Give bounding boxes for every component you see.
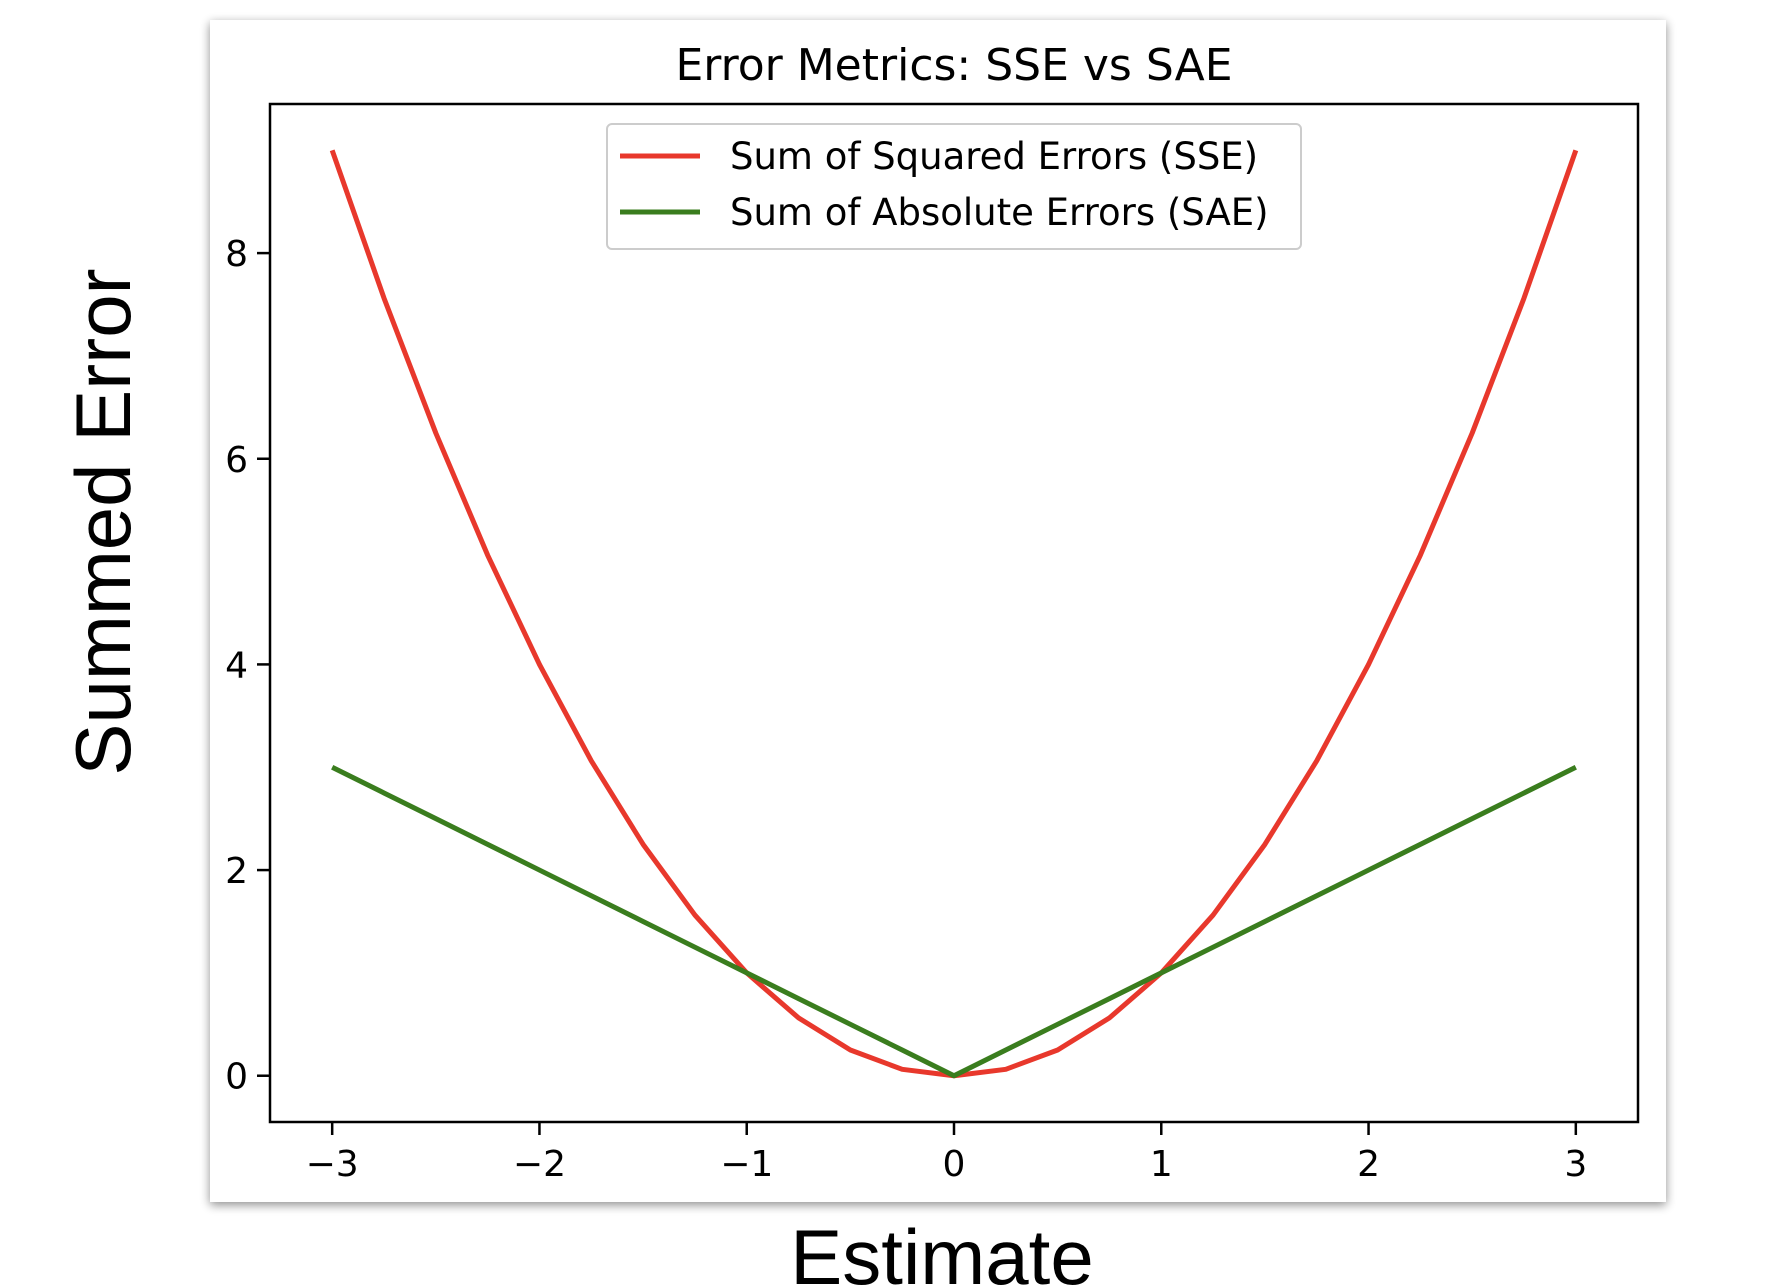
legend: Sum of Squared Errors (SSE) Sum of Absol…: [606, 123, 1302, 250]
x-tick-label: 0: [943, 1144, 966, 1185]
chart-title: Error Metrics: SSE vs SAE: [675, 40, 1232, 91]
y-tick-label: 4: [225, 645, 248, 686]
x-tick-label: −2: [513, 1144, 566, 1185]
y-tick-label: 2: [225, 851, 248, 892]
x-tick-label: −1: [720, 1144, 773, 1185]
x-tick-label: 2: [1357, 1144, 1380, 1185]
y-axis-label: Summed Error: [59, 268, 147, 775]
x-tick-label: 1: [1150, 1144, 1173, 1185]
legend-box: [606, 123, 1302, 250]
x-tick-label: 3: [1564, 1144, 1587, 1185]
plot-area: [329, 149, 1579, 1079]
series-line-sae: [331, 765, 1577, 1079]
legend-label-sae: Sum of Absolute Errors (SAE): [730, 191, 1269, 234]
y-tick-label: 8: [225, 234, 248, 275]
legend-label-sse: Sum of Squared Errors (SSE): [730, 135, 1258, 178]
axes: −3 −2 −1 0 1 2 3 0 2 4 6 8: [225, 234, 1587, 1185]
y-tick-label: 0: [225, 1057, 248, 1098]
x-axis-label: Estimate: [790, 1213, 1093, 1288]
x-tick-label: −3: [306, 1144, 359, 1185]
plot-frame: [268, 102, 1640, 1124]
y-tick-label: 6: [225, 440, 248, 481]
